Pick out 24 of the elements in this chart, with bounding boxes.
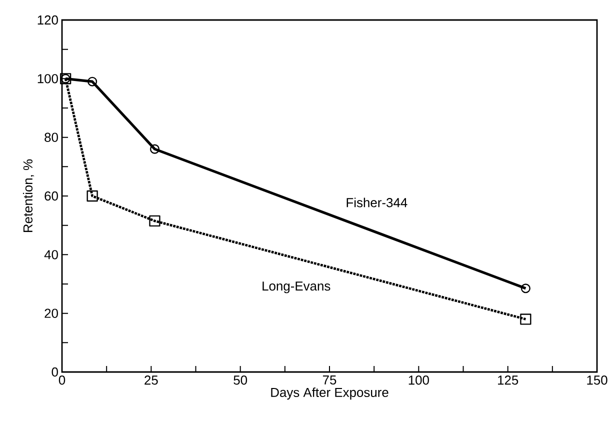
y-tick-label: 60 bbox=[44, 191, 58, 201]
x-tick-label: 75 bbox=[322, 376, 336, 385]
point bbox=[150, 144, 160, 154]
y-tick-label: 80 bbox=[44, 132, 58, 142]
x-tick-label: 125 bbox=[498, 376, 518, 385]
point bbox=[520, 314, 532, 325]
series-label: Fisher-344 bbox=[346, 198, 408, 208]
point bbox=[149, 215, 160, 227]
point bbox=[520, 284, 530, 294]
y-tick-label: 100 bbox=[38, 74, 58, 84]
x-tick-label: 50 bbox=[234, 376, 248, 385]
y-tick-label: 0 bbox=[52, 367, 58, 377]
x-tick-label: 25 bbox=[144, 376, 158, 385]
y-tick-label: 120 bbox=[38, 15, 58, 25]
y-tick-label: 40 bbox=[44, 250, 58, 260]
y-tick-label: 20 bbox=[44, 308, 58, 318]
x-tick-label: 100 bbox=[408, 376, 429, 385]
y-axis-title: Retention, % bbox=[22, 159, 34, 232]
point bbox=[86, 190, 98, 202]
point bbox=[88, 76, 98, 86]
x-axis-title: Days After Exposure bbox=[271, 388, 388, 400]
series-label: Long-Evans bbox=[262, 282, 330, 294]
x-tick-label: 0 bbox=[58, 376, 66, 385]
x-tick-label: 150 bbox=[587, 376, 608, 385]
